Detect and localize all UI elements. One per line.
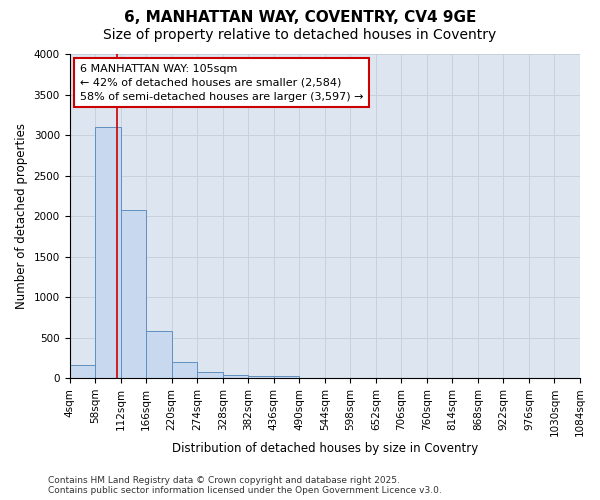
Bar (223, 375, 248, 378)
Y-axis label: Number of detached properties: Number of detached properties (15, 123, 28, 309)
Bar (248, 376, 274, 378)
Bar (197, 372, 223, 378)
Bar (95, 127, 121, 378)
Bar (70, 365, 95, 378)
Text: Contains HM Land Registry data © Crown copyright and database right 2025.
Contai: Contains HM Land Registry data © Crown c… (48, 476, 442, 495)
Text: Size of property relative to detached houses in Coventry: Size of property relative to detached ho… (103, 28, 497, 42)
Text: 6 MANHATTAN WAY: 105sqm
← 42% of detached houses are smaller (2,584)
58% of semi: 6 MANHATTAN WAY: 105sqm ← 42% of detache… (80, 64, 363, 102)
Bar (146, 331, 172, 378)
Bar (274, 376, 299, 378)
Bar (121, 210, 146, 378)
Text: 6, MANHATTAN WAY, COVENTRY, CV4 9GE: 6, MANHATTAN WAY, COVENTRY, CV4 9GE (124, 10, 476, 25)
Bar (172, 362, 197, 378)
X-axis label: Distribution of detached houses by size in Coventry: Distribution of detached houses by size … (172, 442, 478, 455)
